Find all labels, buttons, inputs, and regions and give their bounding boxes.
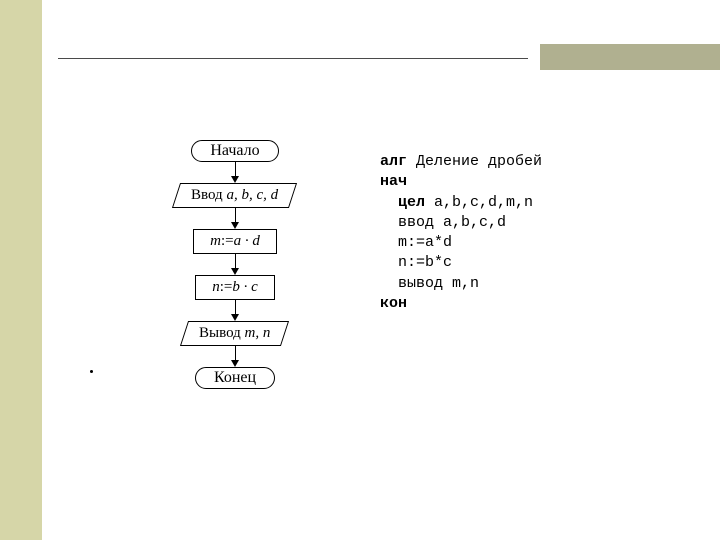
fc-output: Вывод m, n [180, 321, 289, 346]
code-line-1: m:=a*d [398, 234, 452, 251]
decl-vars: a,b,c,d,m,n [434, 194, 533, 211]
input-vars: a,b,c,d [443, 214, 506, 231]
left-accent-bar [0, 0, 42, 540]
output-vars: m,n [452, 275, 479, 292]
fc-input: Ввод a, b, c, d [172, 183, 297, 208]
content-area: Начало Ввод a, b, c, d m:=a · d n:=b · c Выв… [120, 140, 640, 389]
flow-arrow [231, 254, 239, 275]
flow-arrow [231, 208, 239, 229]
fc-step2: n:=b · c [195, 275, 275, 300]
fc-end: Конец [195, 367, 275, 389]
kw-end: кон [380, 295, 407, 312]
alg-title: Деление дробей [416, 153, 542, 170]
flowchart: Начало Ввод a, b, c, d m:=a · d n:=b · c Выв… [120, 140, 350, 389]
flow-arrow [231, 346, 239, 367]
kw-output: вывод [398, 275, 443, 292]
page: Начало Ввод a, b, c, d m:=a · d n:=b · c Выв… [0, 0, 720, 540]
kw-begin: нач [380, 173, 407, 190]
kw-decl: цел [398, 194, 425, 211]
horizontal-rule [58, 58, 528, 59]
flow-arrow [231, 162, 239, 183]
fc-step1: m:=a · d [193, 229, 277, 254]
code-line-2: n:=b*c [398, 254, 452, 271]
right-accent-bar [540, 44, 720, 70]
flow-arrow [231, 300, 239, 321]
fc-start: Начало [191, 140, 278, 162]
stray-dot [90, 370, 93, 373]
kw-input: ввод [398, 214, 434, 231]
kw-alg: алг [380, 153, 407, 170]
pseudocode-block: алг Деление дробей нач цел a,b,c,d,m,n в… [380, 152, 542, 314]
